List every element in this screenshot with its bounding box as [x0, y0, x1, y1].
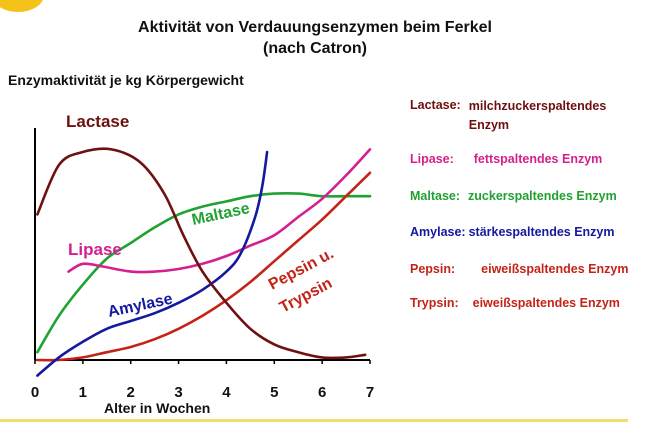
x-tick-label: 2 — [127, 384, 135, 401]
legend-name: Maltase: — [410, 189, 461, 203]
legend-entry-amylase: Amylase: stärkespaltendes Enzym — [410, 225, 615, 239]
x-tick-label: 4 — [222, 384, 231, 401]
chart-subtitle: (nach Catron) — [263, 40, 367, 57]
legend-entry-lipase: Lipase: fettspaltendes Enzym — [410, 152, 602, 166]
legend-desc: stärkespaltendes Enzym — [468, 225, 615, 239]
chart-title: Aktivität von Verdauungsenzymen beim Fer… — [138, 19, 492, 36]
legend-entry-lactase: Lactase: milchzuckerspaltendes Enzym — [410, 98, 607, 135]
series-line-lipase — [67, 148, 372, 274]
legend-entry-maltase: Maltase: zuckerspaltendes Enzym — [410, 189, 617, 203]
x-tick-label: 7 — [366, 384, 374, 401]
curve-label-maltase: Maltase — [190, 200, 251, 229]
bottom-rule — [0, 419, 628, 422]
x-tick-label: 0 — [31, 384, 39, 401]
curve-label-lipase: Lipase — [68, 240, 122, 259]
legend-name: Pepsin: — [410, 262, 456, 276]
y-axis-label: Enzymaktivität je kg Körpergewicht — [8, 72, 244, 88]
curve-label-amylase: Amylase — [106, 291, 174, 321]
series-line-maltase — [36, 191, 372, 354]
legend-name: Lipase: — [410, 152, 454, 166]
legend-desc: zuckerspaltendes Enzym — [468, 189, 617, 203]
x-tick-label: 1 — [79, 384, 87, 401]
series-line-amylase — [36, 150, 269, 377]
x-tick-label: 5 — [270, 384, 278, 401]
series-line-lactase — [36, 147, 367, 360]
x-axis-label: Alter in Wochen — [104, 400, 211, 416]
legend-entry-trypsin: Trypsin: eiweißspaltendes Enzym — [410, 296, 620, 310]
legend-name: Trypsin: — [410, 296, 459, 310]
legend-name: Amylase: — [410, 225, 466, 239]
legend-desc: milchzuckerspaltendes Enzym — [468, 99, 607, 132]
x-tick-label: 6 — [318, 384, 326, 401]
legend-desc: eiweißspaltendes Enzym — [472, 296, 620, 310]
legend-desc: eiweißspaltendes Enzym — [481, 262, 629, 276]
x-tick-label: 3 — [174, 384, 182, 401]
legend-entry-pepsin: Pepsin: eiweißspaltendes Enzym — [410, 262, 628, 276]
curve-label-lactase: Lactase — [66, 112, 129, 131]
legend-desc: fettspaltendes Enzym — [473, 152, 603, 166]
series-line-pepsin — [36, 171, 372, 362]
legend-name: Lactase: — [410, 98, 461, 112]
